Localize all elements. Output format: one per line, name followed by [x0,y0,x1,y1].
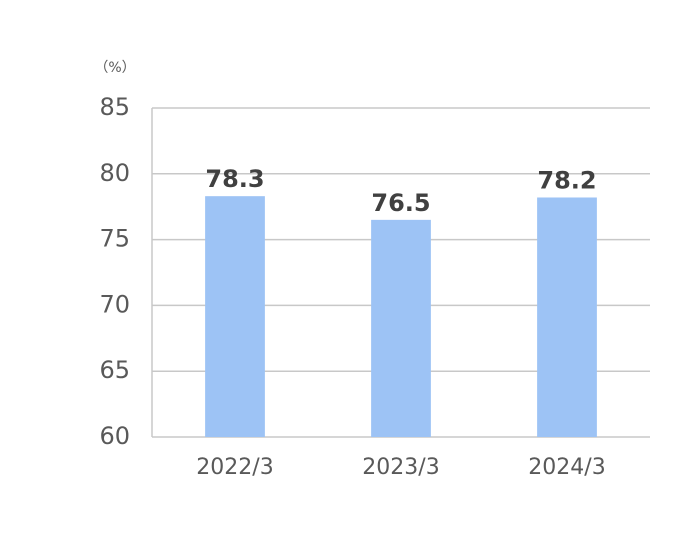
bar [537,197,597,437]
y-tick-label: 65 [99,356,130,384]
bar [371,219,431,437]
y-tick-label: 85 [99,93,130,121]
bar [205,196,265,437]
data-label: 76.5 [371,189,430,217]
y-tick-label: 80 [99,159,130,187]
y-tick-label: 70 [99,290,130,318]
data-label: 78.2 [537,166,596,194]
x-tick-label: 2023/3 [362,455,439,480]
unit-label: （%） [94,60,135,76]
data-label: 78.3 [205,165,264,193]
y-tick-label: 75 [99,225,130,253]
x-tick-label: 2024/3 [528,455,605,480]
x-tick-label: 2022/3 [196,455,273,480]
y-tick-label: 60 [99,422,130,450]
